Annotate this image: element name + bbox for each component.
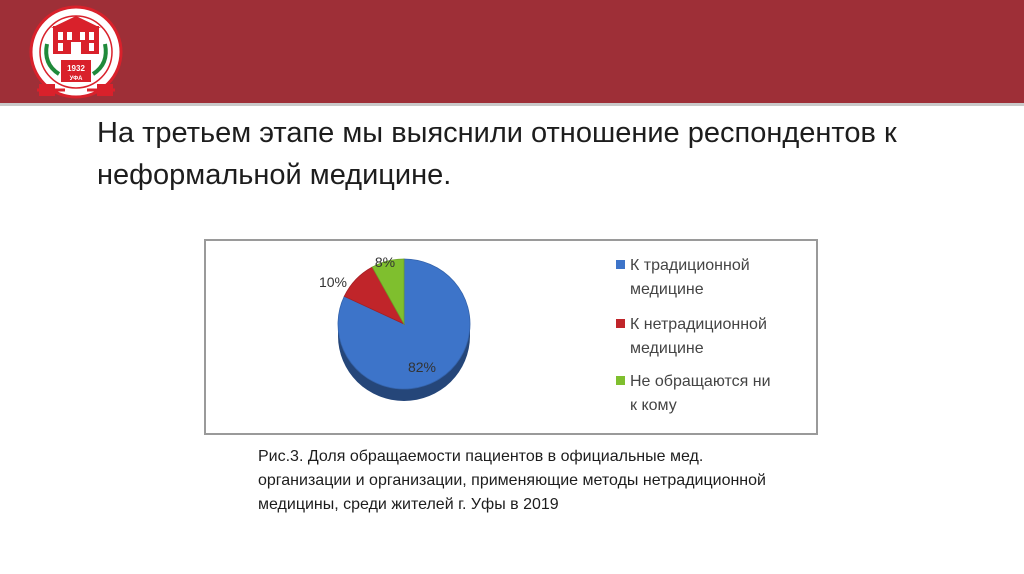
caption-line-3: медицины, среди жителей г. Уфы в 2019	[258, 496, 559, 513]
legend-label-0-line-1: медицине	[630, 281, 704, 298]
pie-slice-2	[371, 258, 405, 326]
pie-data-label-2: 8%	[375, 254, 395, 270]
pie-slice-side-0	[338, 324, 470, 401]
legend-label-2-line-1: к кому	[630, 397, 677, 414]
legend-swatch-2	[616, 376, 625, 385]
slide-title: На третьем этапе мы выяснили отношение р…	[97, 112, 997, 196]
pie-data-label-0: 82%	[408, 359, 436, 375]
legend-label-2-line-0: Не обращаются ни	[630, 373, 771, 390]
slide-title-line-1: На третьем этапе мы выяснили отношение р…	[97, 117, 897, 149]
university-logo-icon: 1932 УФА	[29, 5, 123, 99]
figure-caption: Рис.3. Доля обращаемости пациентов в офи…	[258, 445, 878, 517]
logo-year: 1932	[67, 64, 85, 73]
legend-label-1-line-1: медицине	[630, 340, 704, 357]
legend-swatch-1	[616, 319, 625, 328]
pie-chart-frame: 82% 10% 8% К традиционной медицине К нетрадиц…	[204, 239, 818, 435]
pie-chart: 82% 10% 8% К традиционной медицине К нетрадиц…	[319, 254, 771, 414]
header-band	[0, 0, 1024, 106]
legend-label-0-line-0: К традиционной	[630, 257, 750, 274]
legend-label-1-line-0: К нетрадиционной	[630, 316, 767, 333]
legend-swatch-0	[616, 260, 625, 269]
caption-line-2: организации и организации, применяющие м…	[258, 472, 766, 489]
pie-data-label-1: 10%	[319, 274, 347, 290]
logo-city: УФА	[70, 76, 83, 82]
slide-title-line-2: неформальной медицине.	[97, 159, 452, 191]
caption-line-1: Рис.3. Доля обращаемости пациентов в офи…	[258, 448, 704, 465]
